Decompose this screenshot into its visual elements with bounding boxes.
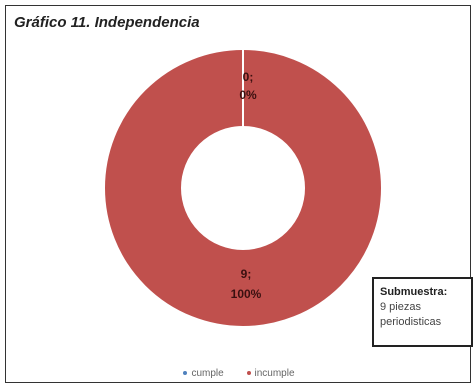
- subsample-note-title: Submuestra:: [380, 286, 448, 298]
- legend-marker-cumple: [183, 371, 188, 376]
- data-label-cumple-percent: 0%: [239, 88, 257, 102]
- chart-title: Gráfico 11. Independencia: [14, 14, 200, 31]
- chart-frame: Gráfico 11. Independencia 0; 0% 9; 100% …: [5, 5, 473, 383]
- legend-label-cumple: cumple: [191, 368, 224, 379]
- data-label-incumple-value: 9;: [241, 267, 252, 281]
- donut-chart: 0; 0% 9; 100%: [105, 49, 381, 326]
- subsample-note-line-2: periodisticas: [380, 316, 442, 328]
- legend-item-incumple: incumple: [246, 368, 295, 379]
- legend-label-incumple: incumple: [254, 368, 295, 379]
- subsample-note: Submuestra: 9 piezas periodisticas: [372, 277, 473, 347]
- data-label-cumple-value: 0;: [243, 70, 254, 84]
- subsample-note-line-1: 9 piezas: [380, 301, 421, 313]
- legend-item-cumple: cumple: [183, 368, 224, 379]
- chart-legend: cumple incumple: [6, 368, 472, 379]
- legend-marker-incumple: [246, 371, 251, 376]
- data-label-incumple-percent: 100%: [231, 287, 262, 301]
